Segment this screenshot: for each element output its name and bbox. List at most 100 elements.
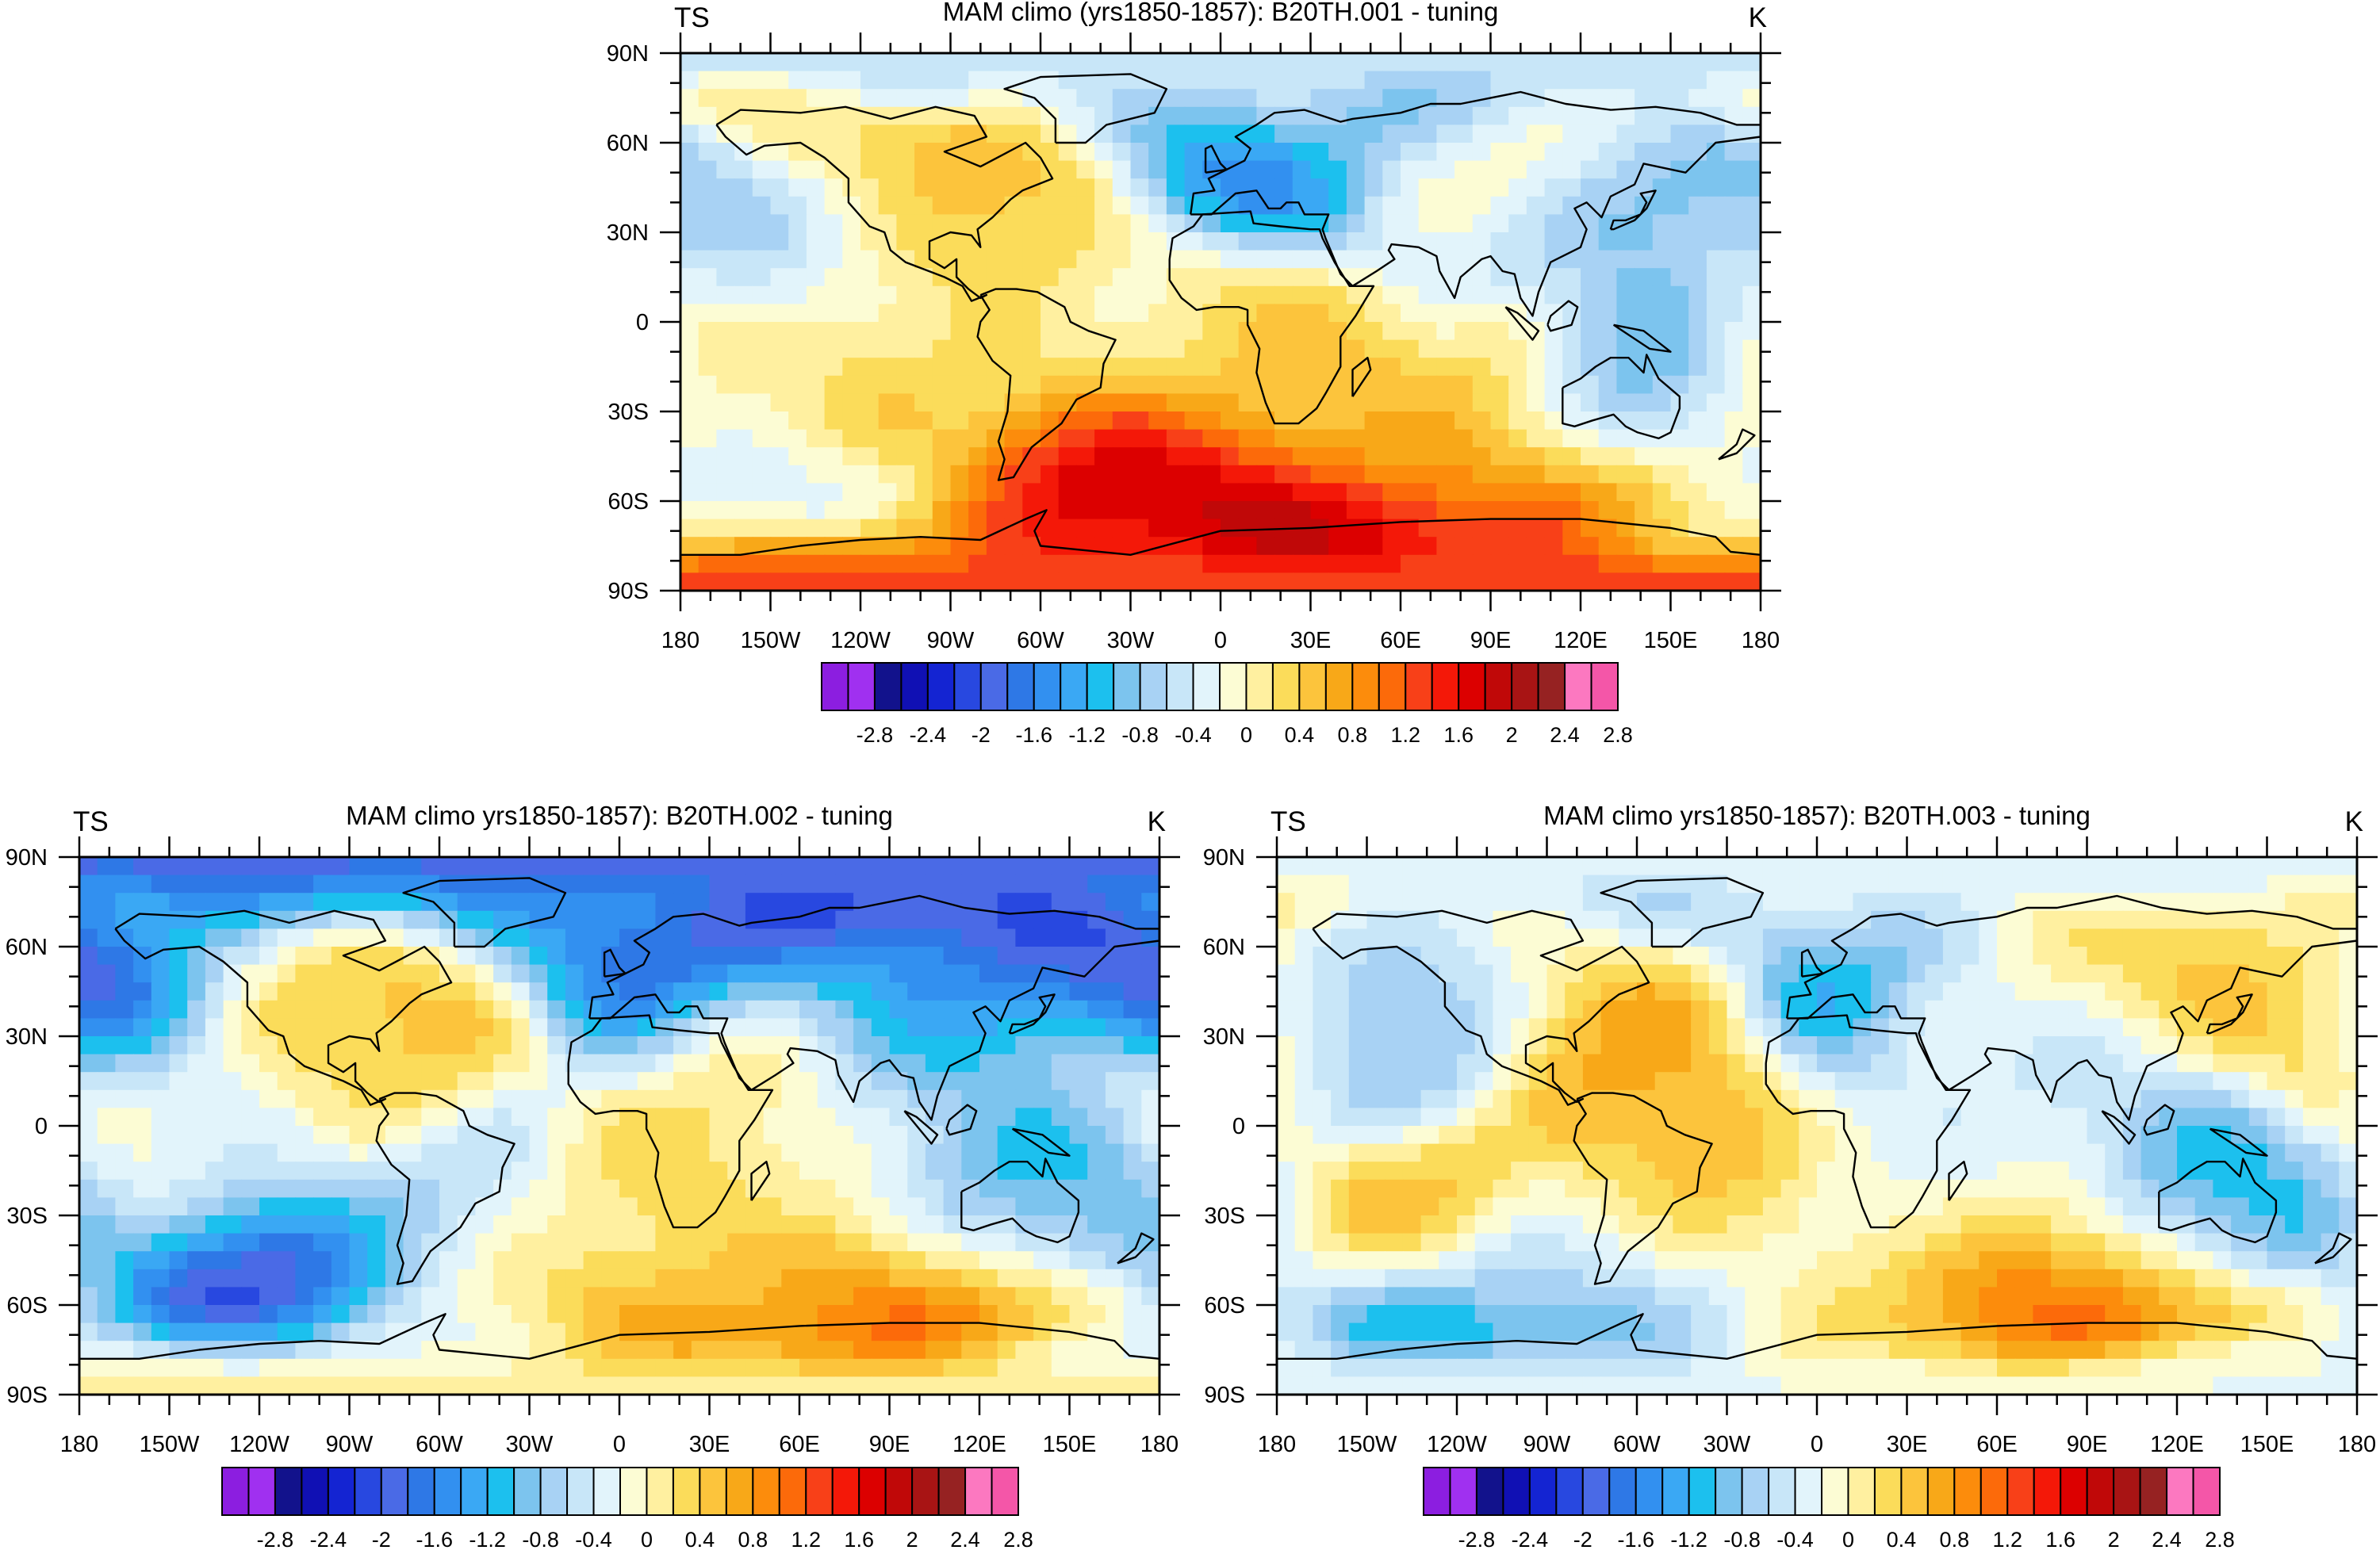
heatmap-cell bbox=[277, 1287, 297, 1306]
heatmap-cell bbox=[331, 893, 351, 912]
heatmap-cell bbox=[637, 1054, 657, 1073]
heatmap-cell bbox=[1313, 964, 1332, 983]
heatmap-cell bbox=[457, 875, 477, 894]
heatmap-cell bbox=[223, 1179, 243, 1199]
heatmap-cell bbox=[835, 964, 854, 983]
heatmap-cell bbox=[842, 160, 861, 179]
heatmap-cell bbox=[1105, 1072, 1125, 1091]
heatmap-cell bbox=[2087, 964, 2106, 983]
heatmap-cell bbox=[331, 1108, 351, 1127]
heatmap-cell bbox=[961, 1233, 980, 1252]
heatmap-cell bbox=[2014, 982, 2034, 1001]
heatmap-cell bbox=[475, 910, 494, 930]
heatmap-cell bbox=[1418, 554, 1438, 574]
heatmap-cell bbox=[716, 375, 735, 395]
heatmap-cell bbox=[1105, 1251, 1125, 1270]
heatmap-cell bbox=[1907, 982, 1926, 1001]
heatmap-cell bbox=[2267, 1108, 2286, 1127]
heatmap-cell bbox=[871, 1018, 891, 1037]
heatmap-cell bbox=[79, 1072, 98, 1091]
map-panel-003: 90N 60N 30N 0 30S 60S 90S 180 150W 120W 90W 60W 30W 0… bbox=[1198, 796, 2380, 1550]
heatmap-cell bbox=[475, 1143, 494, 1162]
heatmap-cell bbox=[896, 53, 915, 72]
heatmap-cell bbox=[475, 1054, 494, 1073]
heatmap-cell bbox=[1015, 910, 1034, 930]
heatmap-cell bbox=[1724, 214, 1744, 233]
heatmap-cell bbox=[1652, 447, 1672, 466]
heatmap-cell bbox=[2014, 857, 2034, 876]
heatmap-cell bbox=[914, 375, 933, 395]
heatmap-cell bbox=[241, 928, 260, 947]
heatmap-cell bbox=[1401, 89, 1420, 108]
heatmap-cell bbox=[907, 1036, 926, 1055]
colorbar-label: 2 bbox=[906, 1528, 918, 1550]
heatmap-cell bbox=[367, 1358, 386, 1378]
heatmap-cell bbox=[1328, 106, 1347, 126]
heatmap-cell bbox=[1960, 1054, 1980, 1073]
heatmap-cell bbox=[2248, 1018, 2268, 1037]
heatmap-cell bbox=[1439, 1108, 1458, 1127]
heatmap-cell bbox=[1799, 1072, 1818, 1091]
heatmap-cell bbox=[842, 250, 861, 269]
heatmap-cell bbox=[1436, 554, 1455, 574]
heatmap-cell bbox=[1727, 1036, 1746, 1055]
heatmap-cell bbox=[2122, 928, 2142, 947]
heatmap-cell bbox=[2122, 875, 2142, 894]
heatmap-cell bbox=[997, 1126, 1017, 1145]
heatmap-cell bbox=[680, 339, 699, 358]
heatmap-cell bbox=[187, 1126, 206, 1145]
units-label: K bbox=[1148, 806, 1166, 837]
heatmap-cell bbox=[770, 89, 789, 108]
heatmap-cell bbox=[824, 465, 844, 484]
heatmap-cell bbox=[1762, 857, 1782, 876]
heatmap-cell bbox=[313, 875, 332, 894]
heatmap-cell bbox=[2140, 1000, 2160, 1020]
heatmap-cell bbox=[1094, 124, 1113, 144]
heatmap-cell bbox=[1058, 250, 1078, 269]
heatmap-cell bbox=[115, 947, 134, 966]
heatmap-cell bbox=[1069, 1072, 1088, 1091]
heatmap-cell bbox=[2033, 928, 2052, 947]
heatmap-cell bbox=[842, 519, 861, 538]
heatmap-cell bbox=[1310, 429, 1329, 448]
coastline-path bbox=[1117, 1232, 1155, 1265]
heatmap-cell bbox=[457, 893, 477, 912]
heatmap-cell bbox=[1402, 1108, 1422, 1127]
heatmap-cell bbox=[565, 1322, 584, 1341]
heatmap-cell bbox=[871, 928, 891, 947]
heatmap-cell bbox=[2302, 857, 2322, 876]
heatmap-cell bbox=[1402, 982, 1422, 1001]
heatmap-cell bbox=[1436, 429, 1455, 448]
heatmap-cell bbox=[151, 1179, 171, 1199]
heatmap-cell bbox=[1817, 1036, 1836, 1055]
heatmap-cell bbox=[986, 429, 1006, 448]
heatmap-cell bbox=[824, 89, 844, 108]
heatmap-cell bbox=[241, 1054, 260, 1073]
heatmap-cell bbox=[1544, 160, 1564, 179]
heatmap-cell bbox=[1598, 572, 1618, 591]
heatmap-cell bbox=[1508, 554, 1527, 574]
heatmap-cell bbox=[2177, 1072, 2196, 1091]
heatmap-cell bbox=[457, 1215, 477, 1234]
heatmap-cell bbox=[932, 465, 952, 484]
heatmap-cell bbox=[770, 537, 789, 556]
heatmap-cell bbox=[1706, 232, 1726, 251]
heatmap-cell bbox=[2285, 1018, 2304, 1037]
heatmap-cell bbox=[313, 1215, 332, 1234]
heatmap-cell bbox=[1292, 429, 1312, 448]
colorbar-swatch bbox=[884, 1467, 914, 1516]
heatmap-cell bbox=[1817, 1108, 1836, 1127]
heatmap-cell bbox=[313, 964, 332, 983]
heatmap-cell bbox=[349, 1215, 368, 1234]
heatmap-cell bbox=[1041, 358, 1060, 377]
heatmap-cell bbox=[1033, 1054, 1052, 1073]
heatmap-cell bbox=[770, 339, 789, 358]
heatmap-cell bbox=[1454, 285, 1474, 305]
heatmap-cell bbox=[979, 982, 998, 1001]
heatmap-cell bbox=[529, 964, 548, 983]
heatmap-cell bbox=[716, 214, 735, 233]
heatmap-cell bbox=[691, 947, 711, 966]
heatmap-cell bbox=[205, 1143, 224, 1162]
heatmap-cell bbox=[871, 857, 891, 876]
heatmap-cell bbox=[889, 1036, 908, 1055]
